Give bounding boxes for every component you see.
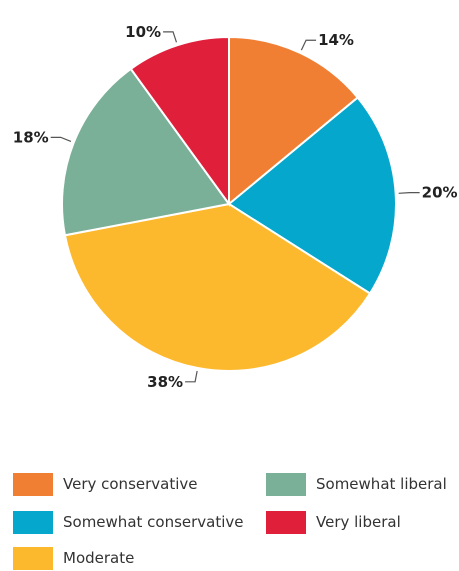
- pie-slices: [61, 35, 397, 372]
- legend-swatch: [266, 472, 306, 496]
- leader-line-very-conservative: [300, 39, 317, 51]
- pie-slice-somewhat-conservative: [227, 96, 397, 295]
- pie-label-moderate: 38%: [147, 373, 183, 391]
- pie-chart: 14% 20% 38% 18% 10%: [13, 23, 458, 391]
- legend-label: Somewhat conservative: [63, 513, 244, 531]
- legend: Very conservative Somewhat conservative …: [0, 465, 459, 570]
- legend-item-very-liberal: Very liberal: [266, 509, 401, 535]
- pie-slice-very-conservative: [228, 35, 360, 207]
- pie-label-somewhat-conservative: 20%: [422, 184, 458, 202]
- pie-slice-moderate: [63, 202, 372, 372]
- leader-lines: [50, 31, 420, 383]
- leader-line-somewhat-conservative: [398, 192, 420, 194]
- legend-item-somewhat-liberal: Somewhat liberal: [266, 471, 447, 497]
- legend-swatch: [266, 510, 306, 534]
- legend-swatch: [13, 510, 53, 534]
- pie-label-very-liberal: 10%: [125, 23, 161, 41]
- leader-line-very-liberal: [163, 31, 178, 43]
- legend-item-very-conservative: Very conservative: [13, 471, 198, 497]
- legend-item-somewhat-conservative: Somewhat conservative: [13, 509, 244, 535]
- pie-slice-somewhat-liberal: [61, 67, 231, 237]
- legend-swatch: [13, 546, 53, 570]
- legend-swatch: [13, 472, 53, 496]
- pie-label-very-conservative: 14%: [318, 31, 354, 49]
- legend-label: Moderate: [63, 549, 135, 567]
- pie-slice-very-liberal: [129, 35, 230, 208]
- pie-labels: 14% 20% 38% 18% 10%: [13, 23, 458, 391]
- pie-label-somewhat-liberal: 18%: [13, 128, 49, 146]
- leader-line-moderate: [185, 370, 198, 383]
- legend-item-moderate: Moderate: [13, 545, 134, 571]
- legend-label: Somewhat liberal: [316, 475, 447, 493]
- legend-label: Very liberal: [316, 513, 401, 531]
- legend-label: Very conservative: [63, 475, 198, 493]
- leader-line-somewhat-liberal: [50, 136, 72, 142]
